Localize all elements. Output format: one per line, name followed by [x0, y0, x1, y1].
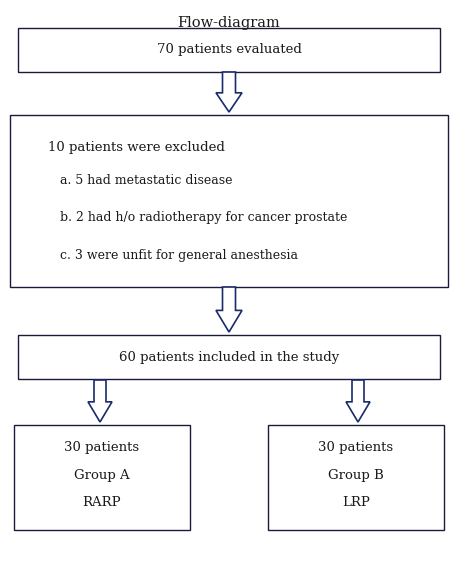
Text: Group B: Group B [328, 468, 384, 481]
Polygon shape [216, 72, 242, 112]
Text: a. 5 had metastatic disease: a. 5 had metastatic disease [60, 173, 233, 186]
Bar [18, 335, 440, 379]
Bar [18, 28, 440, 72]
Text: Group A: Group A [74, 468, 130, 481]
Bar [268, 425, 444, 530]
Text: Flow-diagram: Flow-diagram [178, 16, 280, 30]
Text: 60 patients included in the study: 60 patients included in the study [119, 351, 339, 364]
Text: 10 patients were excluded: 10 patients were excluded [48, 141, 225, 154]
Bar [14, 425, 190, 530]
Text: c. 3 were unfit for general anesthesia: c. 3 were unfit for general anesthesia [60, 249, 298, 262]
Text: 70 patients evaluated: 70 patients evaluated [157, 43, 301, 56]
Text: 30 patients: 30 patients [318, 440, 393, 454]
Text: 30 patients: 30 patients [65, 440, 140, 454]
Text: b. 2 had h/o radiotherapy for cancer prostate: b. 2 had h/o radiotherapy for cancer pro… [60, 212, 347, 225]
Polygon shape [88, 380, 112, 422]
Polygon shape [346, 380, 370, 422]
Polygon shape [216, 287, 242, 332]
Text: LRP: LRP [342, 497, 370, 510]
Bar [10, 115, 448, 287]
Text: RARP: RARP [83, 497, 121, 510]
